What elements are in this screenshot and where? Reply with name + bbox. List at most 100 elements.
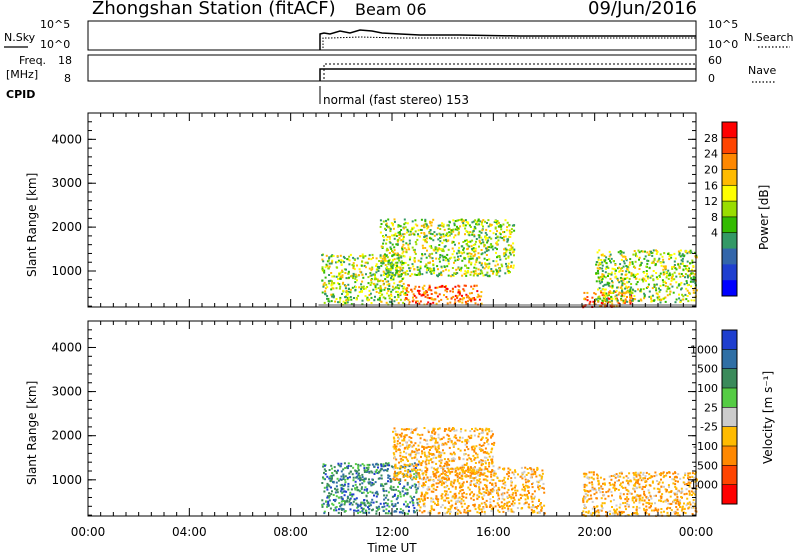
xaxis-label: Time UT (366, 541, 417, 554)
scatter-cell (530, 497, 533, 500)
scatter-cell (350, 502, 353, 504)
scatter-cell (403, 298, 406, 301)
scatter-cell (337, 462, 340, 465)
scatter-cell (339, 271, 342, 274)
scatter-cell (450, 297, 453, 300)
scatter-cell (432, 508, 435, 511)
scatter-cell (413, 429, 416, 432)
scatter-cell (655, 289, 658, 292)
scatter-cell (679, 301, 682, 304)
scatter-cell (394, 470, 396, 473)
scatter-cell (478, 512, 481, 514)
scatter-cell (639, 288, 642, 291)
scatter-cell (392, 489, 395, 491)
scatter-cell (445, 471, 448, 474)
scatter-cell (493, 441, 496, 444)
scatter-cell (487, 493, 490, 496)
scatter-cell (481, 220, 484, 223)
scatter-cell (430, 490, 433, 493)
freq-tick-low: 8 (64, 72, 71, 85)
scatter-cell (623, 301, 626, 304)
scatter-cell (688, 501, 691, 504)
scatter-cell (678, 252, 681, 255)
scatter-cell (431, 445, 434, 448)
scatter-cell (327, 297, 330, 300)
scatter-cell (387, 225, 390, 228)
scatter-cell (639, 298, 642, 301)
scatter-cell (475, 476, 477, 479)
scatter-cell (656, 487, 659, 490)
scatter-cell (385, 234, 387, 237)
scatter-cell (532, 511, 534, 514)
scatter-cell (605, 511, 607, 513)
scatter-cell (630, 296, 633, 299)
scatter-cell (340, 508, 343, 511)
scatter-cell (344, 475, 347, 478)
scatter-cell (406, 228, 409, 231)
scatter-cell (416, 498, 419, 501)
scatter-cell (368, 505, 371, 508)
scatter-cell (459, 449, 462, 452)
scatter-cell (621, 288, 624, 291)
scatter-cell (371, 482, 374, 484)
scatter-cell (389, 487, 392, 490)
scatter-cell (362, 511, 365, 514)
scatter-cell (692, 492, 695, 495)
scatter-cell (450, 229, 453, 232)
scatter-cell (632, 274, 635, 277)
scatter-cell (421, 478, 423, 481)
scatter-cell (511, 471, 514, 474)
scatter-cell (396, 243, 399, 246)
scatter-cell (404, 271, 407, 274)
scatter-cell (477, 293, 480, 296)
colorbar-swatch (722, 465, 737, 486)
scatter-cell (597, 299, 600, 302)
scatter-cell (440, 497, 443, 500)
scatter-cell (648, 290, 651, 293)
scatter-cell (328, 496, 330, 499)
scatter-cell (472, 230, 475, 233)
scatter-cell (456, 439, 459, 442)
scatter-cell (405, 288, 408, 291)
scatter-cell (673, 511, 676, 514)
scatter-cell (503, 231, 506, 233)
scatter-cell (446, 224, 449, 227)
scatter-cell (420, 218, 423, 221)
scatter-cell (631, 288, 634, 291)
scatter-cell (390, 290, 393, 293)
scatter-cell (384, 464, 387, 467)
scatter-cell (502, 467, 504, 470)
scatter-cell (477, 471, 480, 474)
scatter-cell (382, 274, 385, 276)
scatter-cell (482, 487, 485, 490)
scatter-cell (364, 295, 367, 298)
scatter-cell (601, 507, 604, 510)
scatter-cell (631, 262, 634, 265)
scatter-cell (425, 237, 428, 240)
scatter-cell (689, 280, 692, 283)
scatter-cell (421, 446, 424, 448)
scatter-cell (690, 251, 693, 254)
scatter-cell (401, 248, 404, 251)
scatter-cell (342, 500, 345, 502)
scatter-cell (382, 239, 385, 242)
scatter-cell (689, 262, 692, 265)
scatter-cell (586, 299, 589, 302)
scatter-cell (484, 220, 487, 223)
scatter-cell (373, 299, 376, 302)
scatter-cell (596, 474, 599, 477)
scatter-cell (362, 276, 365, 279)
scatter-cell (497, 504, 500, 507)
ytick-label: 3000 (51, 176, 82, 190)
scatter-cell (538, 488, 541, 491)
scatter-cell (470, 491, 473, 494)
scatter-cell (406, 512, 409, 515)
scatter-cell (660, 299, 663, 302)
scatter-cell (387, 218, 390, 221)
scatter-cell (413, 473, 416, 476)
scatter-cell (532, 468, 535, 471)
scatter-cell (503, 492, 506, 495)
scatter-cell (622, 255, 625, 258)
scatter-cell (332, 293, 335, 296)
scatter-cell (666, 498, 669, 501)
